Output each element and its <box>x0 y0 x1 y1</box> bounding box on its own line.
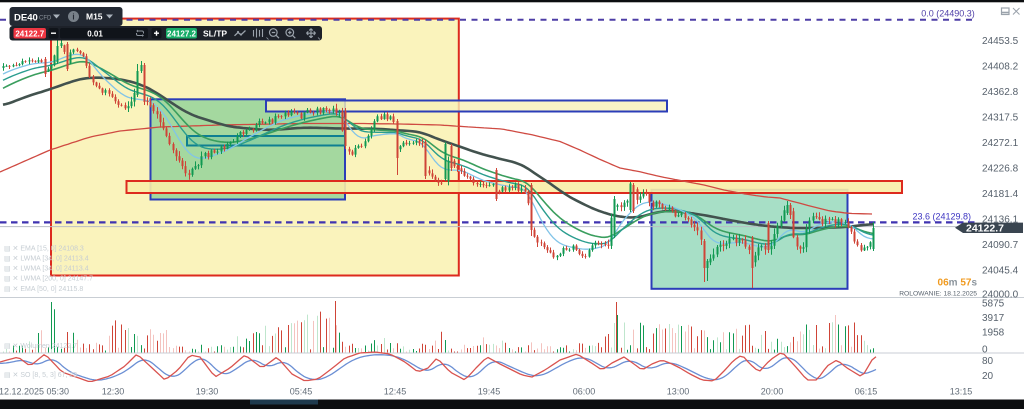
svg-text:0: 0 <box>982 345 988 356</box>
svg-text:24122.7: 24122.7 <box>966 222 1004 234</box>
svg-text:0.01: 0.01 <box>87 29 103 38</box>
svg-text:20:00: 20:00 <box>761 387 784 397</box>
svg-text:SL/TP: SL/TP <box>203 28 227 38</box>
svg-text:13:00: 13:00 <box>667 387 690 397</box>
svg-text:06:00: 06:00 <box>573 387 596 397</box>
svg-text:12.12.2025 05:30: 12.12.2025 05:30 <box>0 387 69 397</box>
svg-text:24272.1: 24272.1 <box>982 138 1019 149</box>
svg-text:24362.8: 24362.8 <box>982 87 1019 98</box>
svg-text:24453.5: 24453.5 <box>982 36 1019 47</box>
svg-text:24122.7: 24122.7 <box>15 29 44 38</box>
svg-text:▤ ✕ SO [8, 5, 3] 67, 29: ▤ ✕ SO [8, 5, 3] 67, 29 <box>4 372 77 379</box>
svg-text:M15: M15 <box>86 12 103 22</box>
svg-text:▤ ✕ Wolumen 24122.7: ▤ ✕ Wolumen 24122.7 <box>4 343 77 350</box>
svg-text:05:45: 05:45 <box>290 387 313 397</box>
svg-text:24408.2: 24408.2 <box>982 62 1019 73</box>
svg-text:5875: 5875 <box>982 299 1005 310</box>
svg-text:24000.0: 24000.0 <box>982 289 1019 300</box>
svg-text:DE40: DE40 <box>14 13 38 24</box>
svg-text:19:30: 19:30 <box>196 387 219 397</box>
svg-text:▤ ✕ LWMA [34, 0] 24113.4: ▤ ✕ LWMA [34, 0] 24113.4 <box>4 266 89 273</box>
svg-text:ROLOWANIE: 18.12.2025: ROLOWANIE: 18.12.2025 <box>899 291 977 298</box>
svg-text:24090.7: 24090.7 <box>982 240 1019 251</box>
svg-text:1958: 1958 <box>982 328 1005 339</box>
svg-text:24226.8: 24226.8 <box>982 164 1019 175</box>
svg-text:23.6 (24129.8): 23.6 (24129.8) <box>912 211 971 221</box>
svg-text:3917: 3917 <box>982 313 1005 324</box>
svg-text:CFD: CFD <box>39 16 52 22</box>
svg-text:▤ ✕ EMA [50, 0] 24115.8: ▤ ✕ EMA [50, 0] 24115.8 <box>4 286 83 293</box>
svg-text:▤ ✕ LWMA [200, 0] 24147.7: ▤ ✕ LWMA [200, 0] 24147.7 <box>4 276 93 283</box>
svg-text:24045.4: 24045.4 <box>982 266 1019 277</box>
svg-text:▤ ✕ EMA [15, 0] 24108.3: ▤ ✕ EMA [15, 0] 24108.3 <box>4 246 84 253</box>
svg-text:12:45: 12:45 <box>384 387 407 397</box>
svg-text:0.0 (24490.3): 0.0 (24490.3) <box>921 9 975 19</box>
svg-text:19:45: 19:45 <box>478 387 501 397</box>
svg-text:24127.2: 24127.2 <box>167 29 196 38</box>
svg-text:20: 20 <box>982 371 994 382</box>
svg-text:24136.1: 24136.1 <box>982 215 1019 226</box>
svg-text:i: i <box>72 12 74 21</box>
svg-text:13:15: 13:15 <box>950 387 973 397</box>
svg-text:06:15: 06:15 <box>855 387 878 397</box>
svg-text:24317.5: 24317.5 <box>982 113 1019 124</box>
svg-text:80: 80 <box>982 356 994 367</box>
svg-text:24181.4: 24181.4 <box>982 189 1019 200</box>
svg-text:06m 57s: 06m 57s <box>938 278 978 289</box>
svg-text:▤ ✕ LWMA [34, 0] 24113.4: ▤ ✕ LWMA [34, 0] 24113.4 <box>4 256 89 263</box>
svg-text:12:30: 12:30 <box>102 387 125 397</box>
